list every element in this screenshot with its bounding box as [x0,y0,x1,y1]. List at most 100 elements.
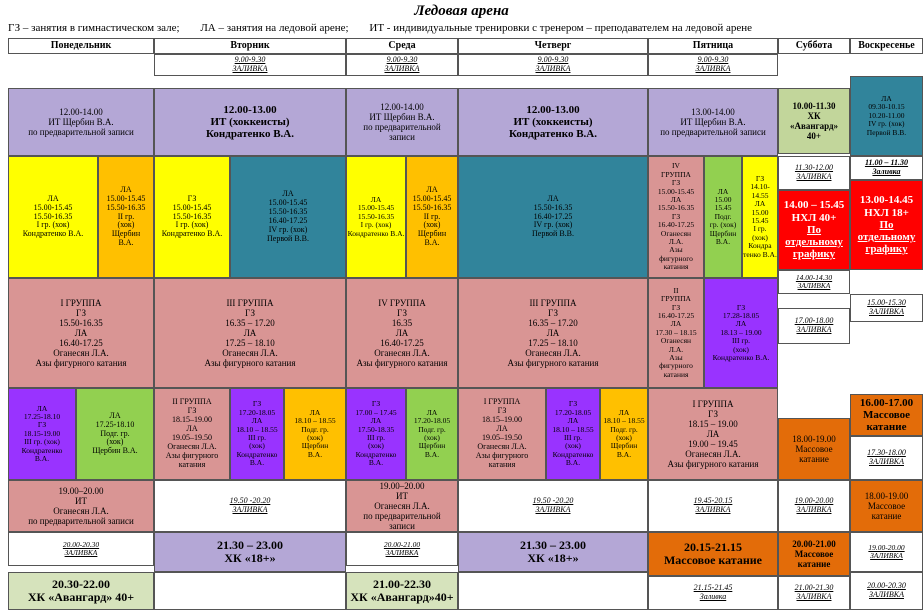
cell-line: IV [672,161,680,171]
cell-line: По [879,218,894,231]
cell-line: В.А. [249,458,265,468]
cell-line: по предварительной записи [660,127,766,138]
cell-line: В.А. [616,449,632,459]
cell-line: Оганесян Л.А. [53,506,109,516]
cell-line: В.А. [715,236,731,246]
schedule-cell-sat-avg: 10.00-11.30 ХК «Авангард» 40+ [778,88,850,154]
schedule-cell-sun-fill2: 15.00-15.30 ЗАЛИВКА [850,294,923,322]
cell-line: Первой В.В. [531,229,574,239]
cell-line: ГЗ [187,193,197,203]
cell-line: IV гр. (хок) [533,220,573,230]
cell-line: ГЗ [497,406,507,416]
legend-gz: ГЗ – занятия в гимнастическом зале; [8,22,180,34]
cell-line: ЛА [251,416,263,426]
cell-line: 19.50 -20.20 [229,496,271,506]
cell-line: I гр. (хок) [36,220,70,230]
cell-line: 20.00-20.30 [867,581,906,591]
day-header: Вторник [154,38,346,54]
cell-line: ЛА [74,327,88,338]
cell-line: III гр. [731,336,751,346]
cell-line: ХК «Авангард» 40+ [27,590,135,604]
cell-line: ГРУППА [661,294,691,304]
cell-line: ЛА [243,327,257,338]
cell-line: 17.25-18.10 [23,412,61,422]
cell-line: ЗАЛИВКА [869,307,904,316]
cell-line: ЛА [370,195,382,205]
cell-line: 19.00–20.00 [379,480,425,491]
cell-line: Л.А. [668,344,684,354]
schedule-cell-thu-hk: 21.30 – 23.00 ХК «18+» [458,532,648,572]
cell-line: НХЛ 18+ [864,206,909,219]
cell-line: ЛА [395,327,409,338]
cell-line: ГЗ [187,406,197,416]
cell-line: 14.10- [750,182,770,192]
cell-line: 17.30 – 18.15 [655,327,697,337]
cell-line: графику [792,248,836,261]
cell-line: Оганесян Л.А. [222,348,278,359]
schedule-cell-fri-gz: ГЗ 14.10- 14.55 ЛА 15.00 15.45 I гр. (хок) Кондр… [742,156,778,278]
cell-line: ЛА [717,186,729,196]
cell-line: ЛА [881,94,892,104]
cell-line: ГЗ [37,420,47,430]
cell-line: по предварительной записи [28,127,134,138]
cell-line: 16.40-17.25 [533,211,573,221]
cell-line: ЛА [282,189,294,199]
schedule-cell-sat-fill4: 19.00-20.00 ЗАЛИВКА [778,480,850,532]
cell-line: I ГРУППА [60,297,102,308]
cell-line: Щербин [418,441,446,451]
cell-line: 17.20-18.05 [238,407,276,417]
cell-line: 16.40-17.25 [657,311,695,321]
cell-line: ЗАЛИВКА [797,281,831,290]
cell-line: ЛА [426,407,438,417]
cell-line: ЗАЛИВКА [796,172,832,181]
cell-line: ЛА [706,428,720,439]
cell-line: ГЗ [671,178,681,188]
cell-line: Массовое [795,443,833,454]
cell-line: 15.50-16.35 [533,202,573,212]
cell-line: 15.50-16.35 [268,207,308,217]
cell-line: I ГРУППА [692,398,734,409]
cell-line: 21.15-21.45 [693,583,733,593]
day-header: Воскресенье [850,38,923,54]
cell-line: катания [178,459,206,469]
cell-line: 15.50-16.35 [33,211,73,221]
schedule-cell-fri-grp1: I ГРУППА ГЗ 18.15 – 19.00 ЛА 19.00 – 19.45 Ог… [648,388,778,480]
cell-line: (хок) [249,441,265,451]
cell-line: Подг. гр. [301,424,329,434]
cell-line: 15.00-15.45 [172,202,212,212]
cell-line: В.А. [307,449,323,459]
cell-line: Кондратенко [236,449,278,459]
cell-line: 18.10 – 18.55 [603,416,645,426]
cell-line: 16.35 – 17.20 [528,317,578,328]
cell-line: 15.00-15.45 [357,203,395,213]
cell-line: Оганесян Л.А. [53,348,109,359]
cell-line: Л.А. [668,236,684,246]
cell-line: ЛА [735,319,747,329]
cell-line: 16.35 – 17.20 [225,317,275,328]
cell-line: ЗАЛИВКА [695,505,731,514]
schedule-cell-mon-avg: 20.30-22.00 ХК «Авангард» 40+ [8,572,154,610]
schedule-cell-mon-la4: ЛА 17.25-18.10 Подг. гр. (хок) Щербин В.А. [76,388,154,480]
schedule-cell-tue-gz1: ГЗ 15.00-15.45 15.50-16.35 I гр. (хок) Кондр… [154,156,230,278]
cell-line: ЛА [370,416,382,426]
cell-line: 10.00-11.30 [792,100,836,111]
cell-line: Подг. гр. [610,424,638,434]
cell-line: 11.00 – 11.30 [864,158,909,168]
cell-line: Оганесян Л.А. [374,348,430,359]
schedule-cell-fri-fill2: 19.45-20.15 ЗАЛИВКА [648,480,778,532]
cell-line: I ГРУППА [483,397,521,407]
schedule-cell-mon-grp1: I ГРУППА ГЗ 15.50-16.35 ЛА 16.40-17.25 Оганес… [8,278,154,388]
schedule-cell-sun-nhl: 13.00-14.45 НХЛ 18+ По отдельному графику [850,180,923,270]
schedule-cell-tue-la: ЛА 15.00-15.45 15.50-16.35 16.40-17.25 IV гр… [230,156,346,278]
cell-line: отдельному [857,231,916,244]
cell-line: 17.25 – 18.10 [528,338,578,349]
schedule-cell-sat-nhl: 14.00 – 15.45 НХЛ 40+ По отдельному графику [778,190,850,270]
cell-line: Азы фигурного катания [356,358,448,369]
cell-line: По [806,223,822,236]
cell-line: ИТ Щербин В.А. [369,111,435,122]
cell-line: катание [797,559,831,570]
legend-la: ЛА – занятия на ледовой арене; [200,22,349,34]
cell-line: В.А. [118,238,134,248]
cell-line: 18.00-19.00 [864,490,909,501]
cell-line: НХЛ 40+ [791,211,837,224]
